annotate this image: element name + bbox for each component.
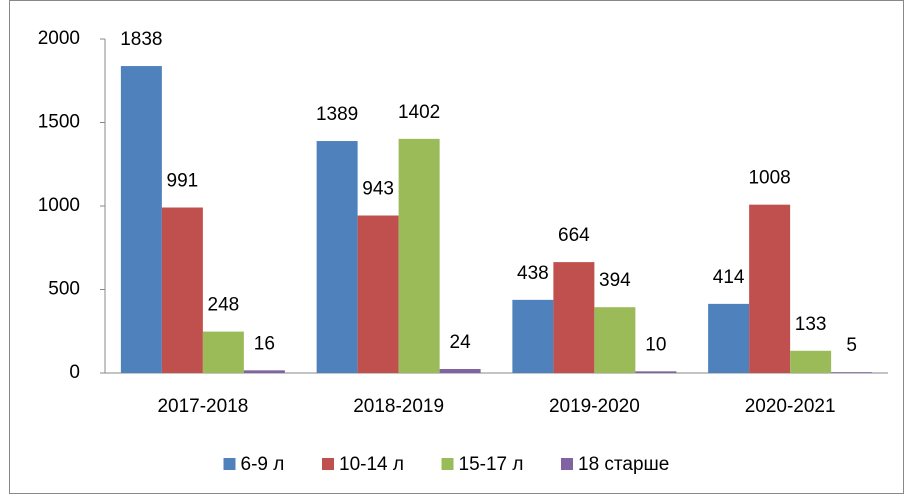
value-label: 414 [713,267,745,288]
value-label: 5 [846,335,857,356]
bar [831,372,873,373]
bar [790,350,832,373]
value-label: 1389 [316,104,358,125]
bar [120,66,162,373]
x-tick-label: 2019-2020 [549,396,640,417]
value-label: 943 [362,179,394,200]
bar [635,371,677,373]
value-label: 438 [517,263,549,284]
bar [553,262,595,373]
legend-label: 10-14 л [339,454,404,475]
value-label: 1008 [748,168,790,189]
y-tick-label: 1500 [38,112,80,133]
legend-label: 6-9 л [241,454,285,475]
y-tick-label: 1000 [38,195,80,216]
bar [594,307,636,373]
value-label: 16 [254,333,275,354]
bar [708,303,750,373]
legend-swatch [223,458,236,470]
legend-swatch [441,458,454,470]
x-tick-label: 2018-2019 [353,396,444,417]
bar [357,215,399,373]
y-tick-label: 2000 [38,28,80,49]
value-label: 1838 [120,29,162,50]
x-tick-label: 2017-2018 [157,396,248,417]
bar [243,370,285,373]
legend-label: 18 старше [578,454,669,475]
value-label: 394 [599,270,631,291]
value-label: 133 [795,314,827,335]
bar [512,299,554,373]
bar [749,204,791,373]
bar [398,138,440,373]
value-label: 10 [645,334,666,355]
value-label: 664 [558,225,590,246]
bar [161,207,203,373]
value-label: 1402 [398,102,440,123]
value-label: 24 [450,332,472,353]
bar [316,141,358,373]
y-tick-label: 0 [69,362,80,383]
x-tick-label: 2020-2021 [745,396,836,417]
legend-swatch [561,458,573,470]
value-label: 991 [167,171,199,192]
value-label: 248 [208,295,240,316]
legend-swatch [322,458,334,470]
y-tick-label: 500 [48,279,80,300]
legend-label: 15-17 л [459,454,524,475]
bar [439,368,481,373]
bar [202,331,244,373]
